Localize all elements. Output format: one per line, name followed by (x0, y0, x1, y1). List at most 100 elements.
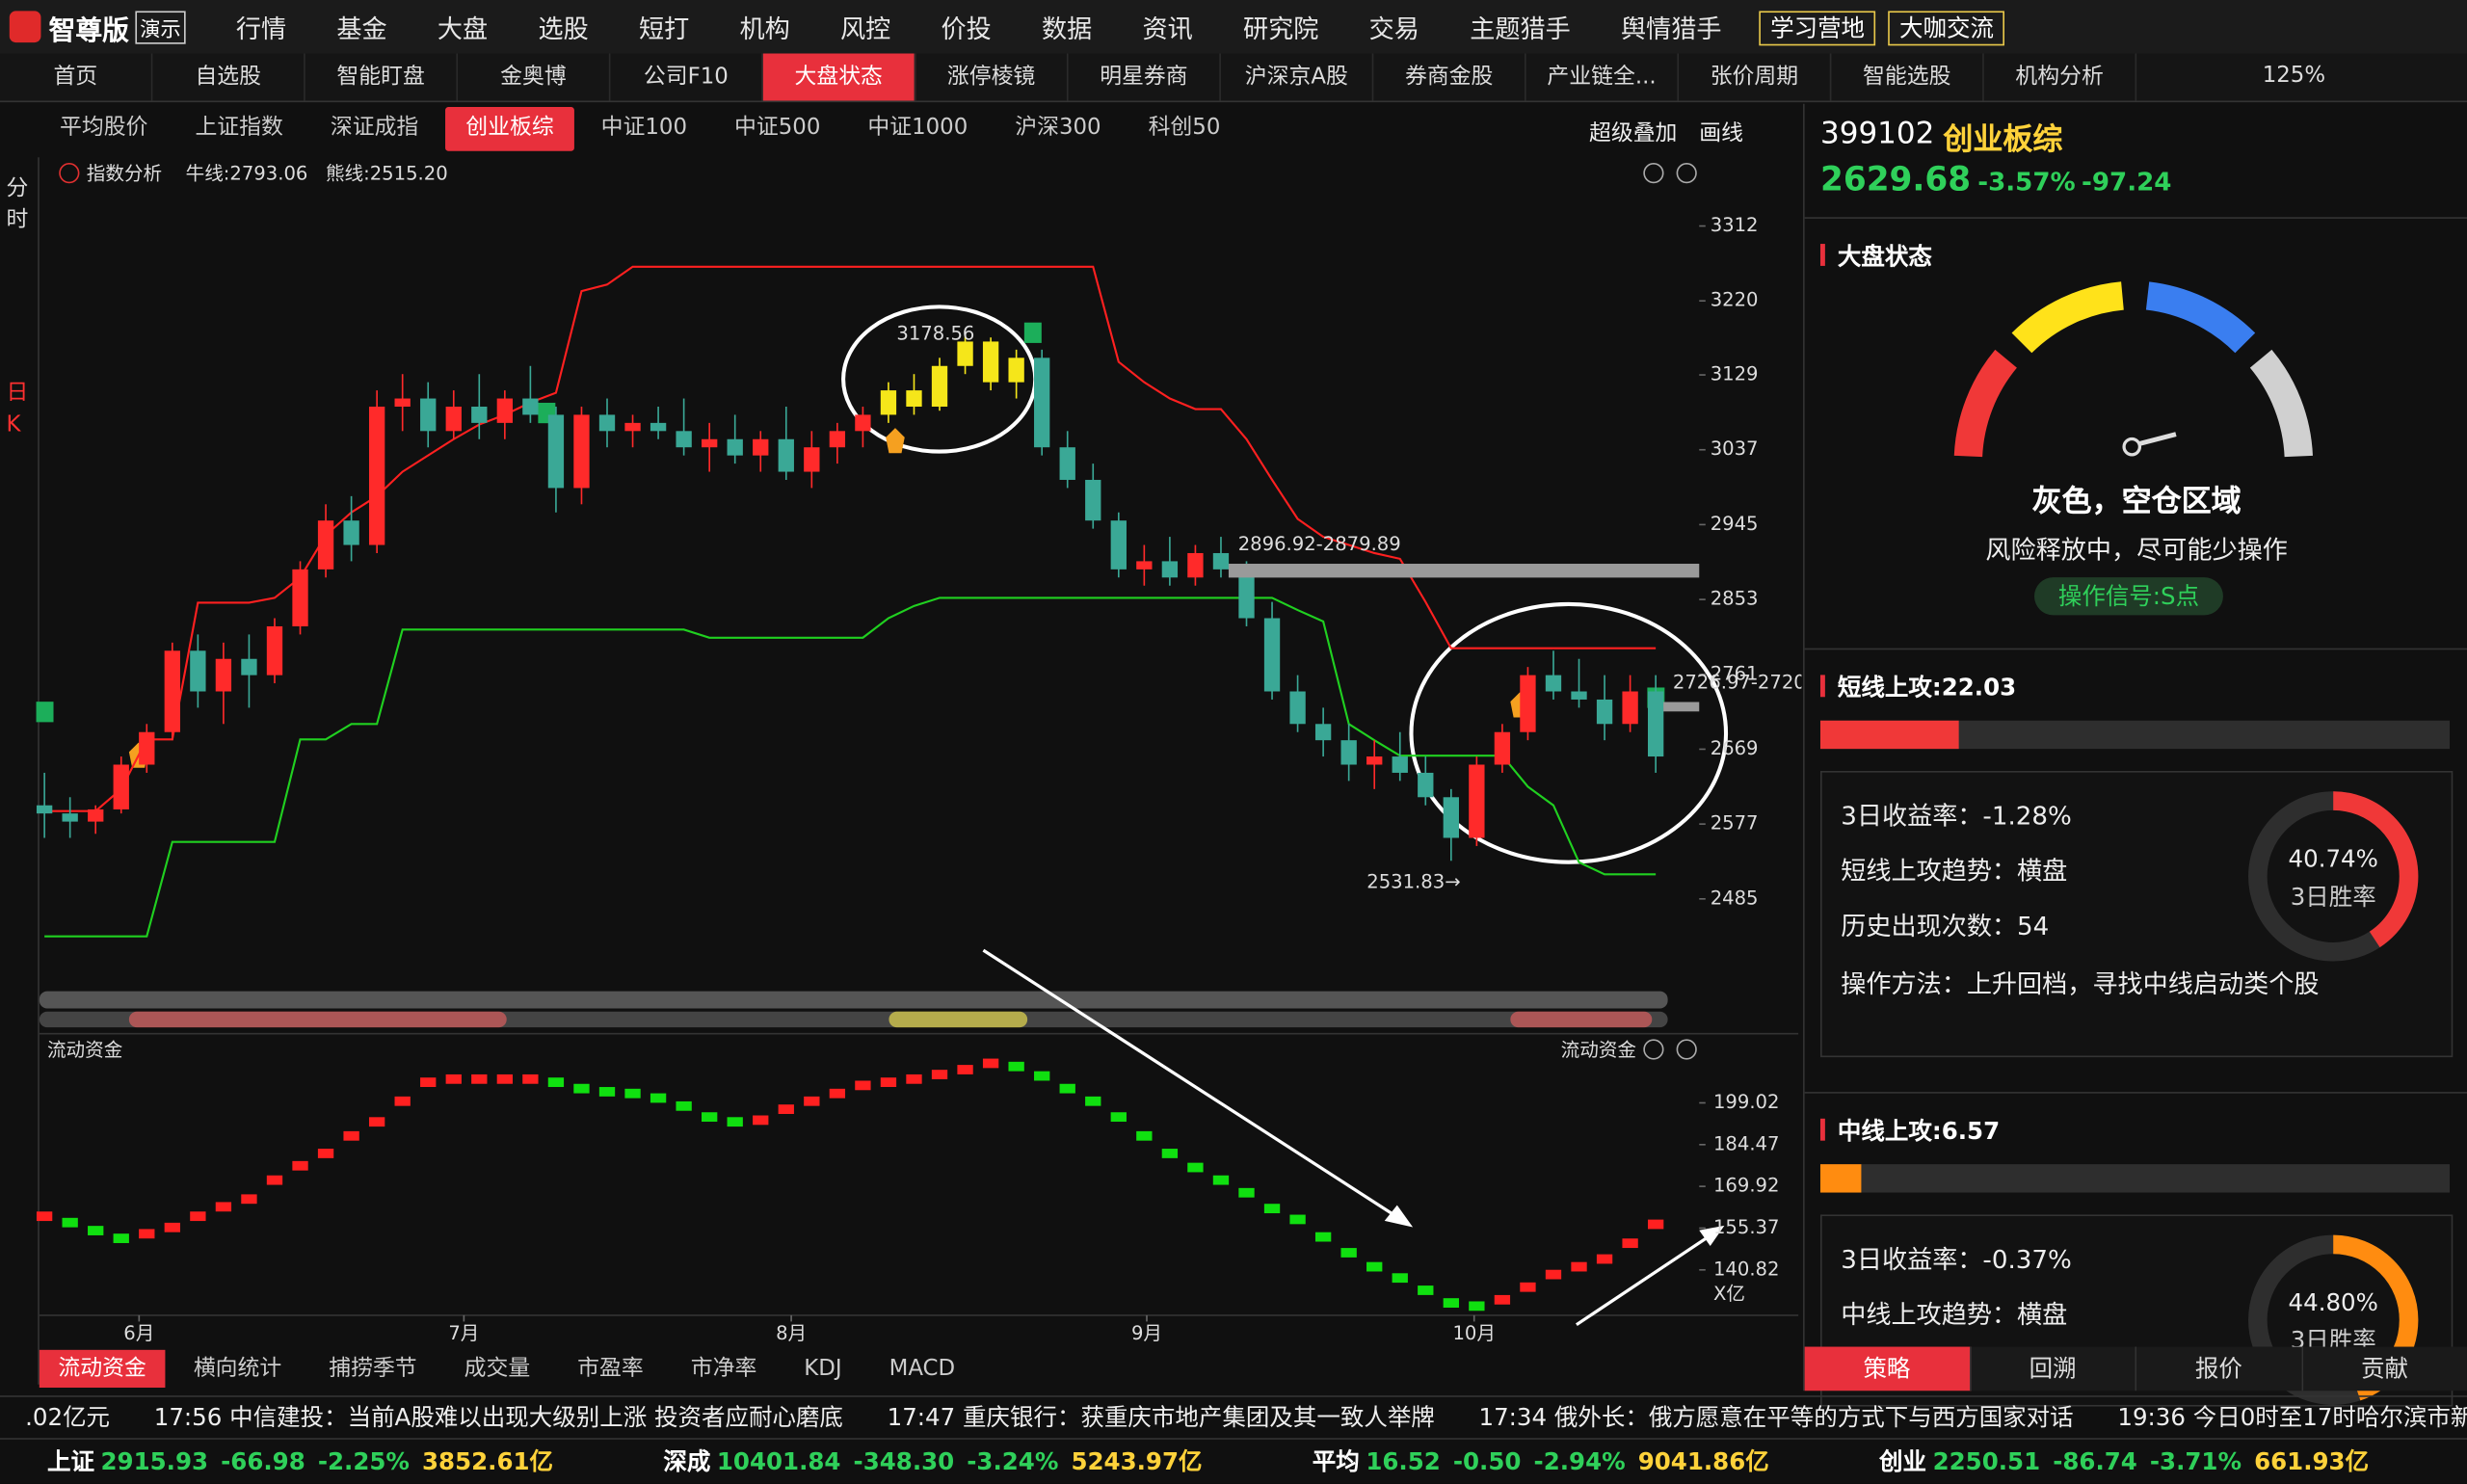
status-field: -86.74 (2053, 1447, 2137, 1476)
index-tab[interactable]: 中证500 (734, 115, 821, 141)
page-tab[interactable]: 沪深京A股 (1221, 53, 1374, 101)
page-tab[interactable]: 涨停棱镜 (915, 53, 1069, 101)
index-tab[interactable]: 中证1000 (867, 115, 968, 141)
page-tab[interactable]: 机构分析 (1984, 53, 2137, 101)
bottom-tab[interactable]: 成交量 (464, 1356, 531, 1382)
bottom-tab[interactable]: 流动资金 (39, 1349, 166, 1388)
news-item[interactable]: .02亿元 (25, 1403, 111, 1432)
news-item[interactable]: 17:56 中信建投：当前A股难以出现大级别上涨 投资者应耐心磨底 (153, 1403, 843, 1432)
bottom-tab[interactable]: 市盈率 (577, 1356, 644, 1382)
news-item[interactable]: 19:36 今日0时至17时哈尔滨市新增 (2117, 1403, 2467, 1432)
menu-item[interactable]: 基金 (336, 13, 387, 44)
menu-item[interactable]: 主题猎手 (1470, 13, 1571, 44)
logo[interactable]: 智尊版 演示 (9, 7, 211, 46)
flow-dot (1366, 1261, 1383, 1272)
page-tab[interactable]: 券商金股 (1373, 53, 1526, 101)
stock-code: 399102 (1819, 116, 1935, 151)
menu-button[interactable]: 学习营地 (1759, 10, 1876, 45)
menu-item[interactable]: 选股 (538, 13, 589, 44)
page-tab[interactable]: 张价周期 (1679, 53, 1832, 101)
flow-dot (88, 1226, 104, 1235)
settings-icon[interactable] (1643, 1039, 1664, 1060)
status-field: -2.25% (317, 1447, 410, 1476)
index-tab[interactable]: 沪深300 (1015, 115, 1101, 141)
index-tab[interactable]: 中证100 (600, 115, 688, 141)
donut-title: 3日胜率 (2291, 883, 2376, 911)
page-tab[interactable]: 产业链全... (1526, 53, 1680, 101)
bottom-tab[interactable]: 捕捞季节 (329, 1356, 417, 1382)
menu-item[interactable]: 价投 (941, 13, 992, 44)
settings-icon[interactable] (1643, 162, 1664, 184)
menu-item[interactable]: 研究院 (1243, 13, 1319, 44)
page-tab[interactable]: 明星券商 (1069, 53, 1221, 101)
flow-dot (1034, 1071, 1050, 1081)
flow-dot (1494, 1294, 1511, 1305)
tool-button[interactable]: 超级叠加 (1588, 120, 1678, 146)
menu-item[interactable]: 风控 (839, 13, 891, 44)
menu-item[interactable]: 资讯 (1142, 13, 1193, 44)
status-item: 上证 2915.93 -66.98 -2.25% 3852.61亿 (47, 1440, 553, 1484)
candle-body (547, 414, 565, 489)
news-item[interactable]: 17:47 重庆银行：获重庆市地产集团及其一致人举牌 (887, 1403, 1435, 1432)
side-tab[interactable]: 日K (6, 381, 29, 437)
panel-tab[interactable]: 贡献 (2302, 1346, 2467, 1391)
flow-dot (1110, 1112, 1127, 1123)
page-tab[interactable]: 大盘状态 (762, 53, 916, 101)
menu-item[interactable]: 行情 (235, 13, 287, 44)
index-tab[interactable]: 深证成指 (330, 115, 419, 141)
candle-body (1622, 691, 1638, 725)
chart: 指数分析 牛线:2793.06 熊线:2515.20 流动资金 流动资金 X亿 … (36, 162, 1801, 1344)
legend-icon[interactable] (59, 162, 80, 184)
flow-dot (598, 1087, 616, 1097)
candle-body (957, 341, 973, 366)
annotation: 2726.97-2720.2 (1673, 671, 1801, 693)
panel-tab[interactable]: 报价 (2136, 1346, 2303, 1391)
arrow (982, 948, 1410, 1226)
flow-dot (471, 1073, 488, 1084)
menu-item[interactable]: 数据 (1042, 13, 1093, 44)
news-item[interactable]: 17:34 俄外长：俄方愿意在平等的方式下与西方国家对话 (1478, 1403, 2074, 1432)
index-tab[interactable]: 平均股价 (60, 115, 148, 141)
side-tab[interactable]: 分时 (6, 175, 29, 233)
index-tab[interactable]: 上证指数 (195, 115, 283, 141)
tool-button[interactable]: 画线 (1699, 120, 1743, 146)
page-tab[interactable]: 公司F10 (610, 53, 763, 101)
bottom-tab[interactable]: 横向统计 (193, 1356, 282, 1382)
help-icon[interactable] (1676, 1039, 1697, 1060)
candle-body (1085, 479, 1101, 521)
bottom-tab[interactable]: MACD (889, 1356, 956, 1382)
candle-body (1034, 358, 1050, 448)
panel-tab[interactable]: 回溯 (1970, 1346, 2137, 1391)
menu-button[interactable]: 大咖交流 (1888, 10, 2005, 45)
candle-body (88, 808, 104, 822)
menu-item[interactable]: 短打 (638, 13, 690, 44)
page-tab[interactable]: 智能盯盘 (305, 53, 459, 101)
flow-dot (855, 1080, 871, 1091)
index-tab[interactable]: 创业板综 (445, 107, 574, 151)
index-tab[interactable]: 科创50 (1148, 115, 1221, 141)
candle-body (1212, 552, 1230, 570)
menu-item[interactable]: 舆情猎手 (1620, 13, 1722, 44)
page-tab[interactable]: 首页 (0, 53, 153, 101)
page-tab[interactable]: 自选股 (152, 53, 305, 101)
needle-hub (2122, 437, 2142, 457)
info-row: 3日收益率：-0.37% (1841, 1244, 2072, 1275)
flow-dot (343, 1130, 359, 1141)
flow-dot (1187, 1162, 1204, 1173)
bottom-tab[interactable]: 市净率 (690, 1356, 757, 1382)
page-tab[interactable]: 智能选股 (1831, 53, 1984, 101)
gauge-yellow (2011, 281, 2125, 354)
bottom-tab[interactable]: KDJ (804, 1356, 842, 1382)
indicator-line (44, 265, 1657, 812)
candle-body (1520, 675, 1536, 732)
panel-tab[interactable]: 策略 (1804, 1346, 1971, 1391)
menu-item[interactable]: 机构 (739, 13, 790, 44)
info-box: 3日收益率：-1.28% 短线上攻趋势：横盘 历史出现次数：54 操作方法：上升回档，… (1819, 770, 2454, 1058)
help-icon[interactable] (1676, 162, 1697, 184)
page-tab[interactable]: 金奥博 (458, 53, 611, 101)
menu-item[interactable]: 大盘 (437, 13, 489, 44)
zoom[interactable]: 125% (2262, 63, 2326, 89)
menu-item[interactable]: 交易 (1368, 13, 1419, 44)
candle-body (1289, 691, 1306, 725)
y-tick-label: 3037 (1711, 437, 1759, 460)
